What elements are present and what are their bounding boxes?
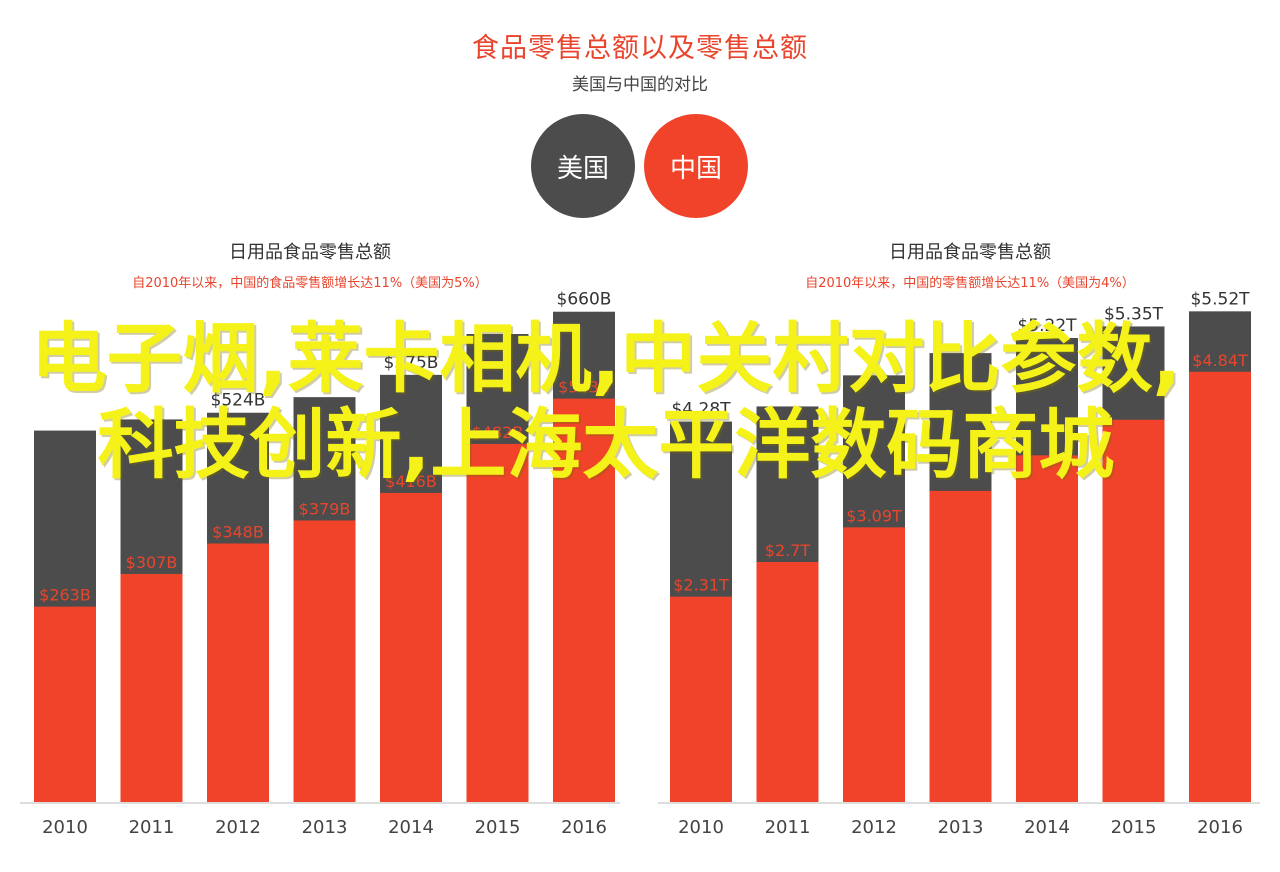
data-label-china-2010: $263B	[39, 586, 91, 605]
x-tick-label-2014: 2014	[1024, 817, 1070, 838]
bar-china-2010	[34, 606, 96, 802]
x-tick-label-2012: 2012	[215, 817, 261, 838]
bar-china-2015	[1102, 419, 1165, 802]
data-label-usa-2014: $5.22T	[1017, 316, 1077, 336]
data-label-china-2012: $3.09T	[846, 506, 902, 525]
bar-china-2013	[929, 490, 992, 802]
x-tick-label-2011: 2011	[765, 817, 811, 838]
bar-china-2012	[843, 527, 905, 802]
data-label-china-2016: $4.84T	[1192, 351, 1248, 370]
bar-china-2011	[120, 573, 183, 802]
x-tick-label-2010: 2010	[42, 817, 88, 838]
x-tick-label-2013: 2013	[938, 817, 984, 838]
right-chart-title: 日用品食品零售总额	[889, 242, 1051, 263]
data-label-china-2013: $379B	[299, 499, 351, 518]
data-label-usa-2010: $4.28T	[671, 400, 731, 420]
x-tick-label-2011: 2011	[129, 817, 175, 838]
bar-china-2010	[670, 596, 732, 802]
data-label-usa-2012: $524B	[211, 391, 266, 411]
legend-china-label: 中国	[669, 153, 722, 184]
bar-china-2015	[466, 443, 529, 802]
bar-china-2014	[1016, 455, 1078, 802]
x-tick-label-2012: 2012	[851, 817, 897, 838]
data-label-china-2011: $307B	[126, 553, 178, 572]
data-label-china-2014: $416B	[385, 472, 437, 491]
bar-china-2014	[380, 492, 442, 802]
left-chart-subtitle: 自2010年以来，中国的食品零售额增长达11%（美国为5%）	[132, 276, 488, 291]
right-chart-subtitle: 自2010年以来，中国的零售额增长达11%（美国为4%）	[805, 276, 1135, 291]
data-label-usa-2014: $575B	[384, 353, 439, 373]
bar-china-2011	[756, 562, 819, 802]
x-tick-label-2016: 2016	[1197, 817, 1243, 838]
x-tick-label-2016: 2016	[561, 817, 607, 838]
chart-main-subtitle: 美国与中国的对比	[572, 75, 708, 95]
bar-china-2012	[207, 543, 269, 802]
legend-china: 中国	[644, 114, 748, 218]
x-tick-label-2010: 2010	[678, 817, 724, 838]
legend-usa: 美国	[531, 114, 635, 218]
chart-main-title: 食品零售总额以及零售总额	[472, 33, 808, 64]
bar-china-2016	[553, 398, 615, 802]
data-label-china-2010: $2.31T	[673, 576, 729, 595]
x-tick-label-2015: 2015	[475, 817, 521, 838]
bar-china-2013	[293, 520, 356, 802]
left-chart-title: 日用品食品零售总额	[229, 242, 391, 263]
x-tick-label-2015: 2015	[1111, 817, 1157, 838]
data-label-usa-2015: $5.35T	[1104, 304, 1164, 324]
x-tick-label-2013: 2013	[302, 817, 348, 838]
data-label-usa-2016: $660B	[557, 290, 612, 310]
data-label-china-2015: $482B	[472, 423, 524, 442]
x-tick-label-2014: 2014	[388, 817, 434, 838]
data-label-china-2012: $348B	[212, 522, 264, 541]
data-label-usa-2016: $5.52T	[1190, 289, 1250, 309]
bar-china-2016	[1189, 371, 1251, 802]
legend-usa-label: 美国	[556, 153, 609, 184]
data-label-china-2011: $2.7T	[765, 541, 811, 560]
data-label-china-2016: $543B	[558, 378, 610, 397]
